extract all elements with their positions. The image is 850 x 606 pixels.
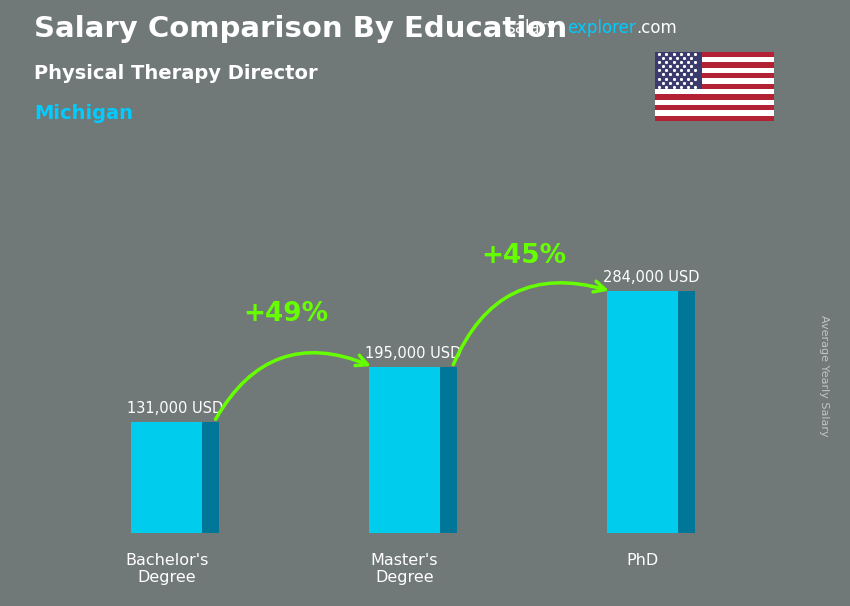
Text: salary: salary bbox=[506, 19, 556, 38]
Polygon shape bbox=[440, 367, 457, 533]
Bar bbox=[607, 291, 678, 533]
Bar bbox=[654, 105, 774, 110]
Text: +49%: +49% bbox=[243, 301, 328, 327]
Text: .com: .com bbox=[637, 19, 677, 38]
Bar bbox=[654, 78, 774, 84]
Bar bbox=[654, 57, 774, 62]
Bar bbox=[654, 68, 774, 73]
Text: 284,000 USD: 284,000 USD bbox=[603, 270, 700, 285]
Text: 131,000 USD: 131,000 USD bbox=[127, 401, 223, 416]
Bar bbox=[369, 367, 440, 533]
Bar bbox=[654, 73, 774, 78]
Bar bbox=[654, 52, 702, 89]
Bar bbox=[654, 62, 774, 68]
Bar bbox=[131, 422, 202, 533]
Text: Average Yearly Salary: Average Yearly Salary bbox=[819, 315, 829, 436]
Bar bbox=[654, 89, 774, 95]
Bar bbox=[654, 110, 774, 116]
Text: 195,000 USD: 195,000 USD bbox=[365, 346, 461, 361]
Polygon shape bbox=[678, 291, 695, 533]
Text: Physical Therapy Director: Physical Therapy Director bbox=[34, 64, 318, 82]
Text: Salary Comparison By Education: Salary Comparison By Education bbox=[34, 15, 567, 43]
Bar bbox=[654, 52, 774, 57]
Polygon shape bbox=[202, 422, 219, 533]
Bar bbox=[654, 84, 774, 89]
Bar bbox=[654, 100, 774, 105]
Text: Michigan: Michigan bbox=[34, 104, 133, 123]
Text: explorer: explorer bbox=[567, 19, 636, 38]
Text: +45%: +45% bbox=[481, 244, 566, 270]
Bar bbox=[654, 116, 774, 121]
Bar bbox=[654, 95, 774, 100]
